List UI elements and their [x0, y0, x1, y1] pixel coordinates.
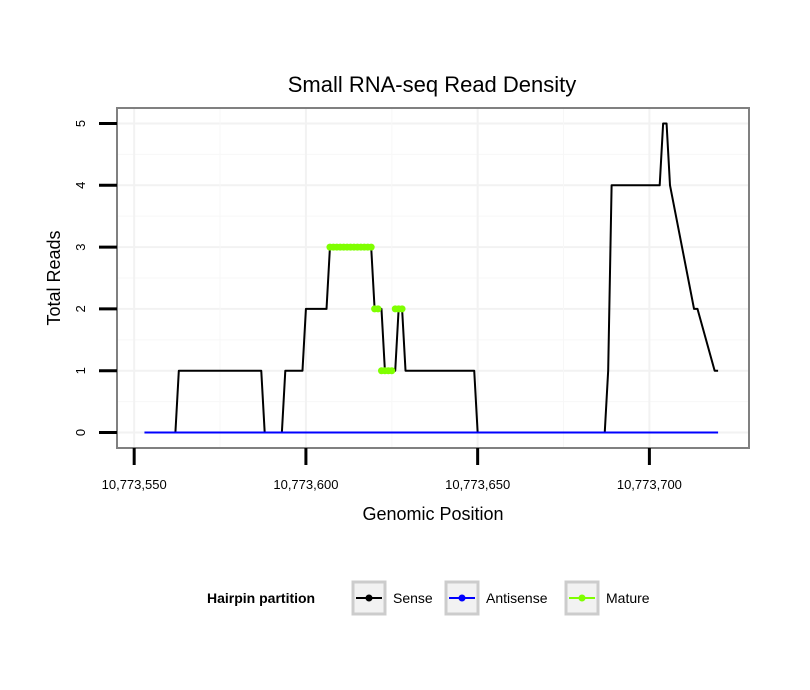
- series-layer: [144, 122, 719, 434]
- y-axis: 0 1 2 3 4 5: [73, 120, 117, 436]
- legend-key-point: [578, 594, 586, 602]
- legend-label: Antisense: [486, 590, 548, 606]
- legend-title: Hairpin partition: [207, 590, 315, 606]
- grid: [117, 108, 749, 448]
- x-axis-title: Genomic Position: [362, 504, 503, 524]
- x-tick-label: 10,773,550: [102, 477, 167, 492]
- y-tick-label: 1: [73, 367, 88, 374]
- y-tick-label: 4: [73, 182, 88, 189]
- mature-point: [388, 367, 396, 375]
- legend-item-sense: Sense: [351, 580, 433, 616]
- y-axis-title: Total Reads: [44, 230, 64, 325]
- y-tick-label: 3: [73, 243, 88, 250]
- legend-label: Sense: [393, 590, 433, 606]
- x-axis: 10,773,550 10,773,600 10,773,650 10,773,700: [102, 448, 682, 492]
- x-tick-label: 10,773,600: [273, 477, 338, 492]
- y-tick-label: 0: [73, 429, 88, 436]
- legend-item-antisense: Antisense: [444, 580, 548, 616]
- x-tick-label: 10,773,650: [445, 477, 510, 492]
- legend-key-point: [458, 594, 466, 602]
- x-tick-label: 10,773,700: [617, 477, 682, 492]
- mature-point: [374, 305, 382, 313]
- y-tick-label: 5: [73, 120, 88, 127]
- legend: Hairpin partition Sense Antisense Mature: [207, 580, 650, 616]
- chart-title: Small RNA-seq Read Density: [288, 72, 577, 97]
- mature-point: [398, 305, 406, 313]
- plot-panel-border: [116, 107, 750, 449]
- mature-point: [367, 243, 375, 251]
- legend-label: Mature: [606, 590, 650, 606]
- legend-item-mature: Mature: [564, 580, 650, 616]
- legend-key-point: [365, 594, 373, 602]
- y-tick-label: 2: [73, 305, 88, 312]
